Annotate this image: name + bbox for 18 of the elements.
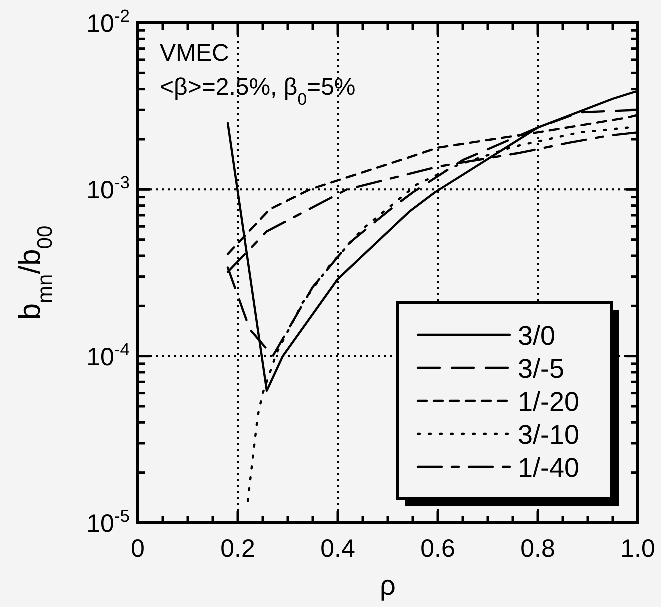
y-tick-label: 10$^{-4}$	[86, 339, 130, 372]
legend-label: 3/0	[518, 321, 556, 351]
y-tick-label: 10$^{-2}$	[86, 6, 130, 38]
legend-label: 1/-20	[518, 387, 580, 417]
legend-label: 1/-40	[518, 453, 580, 483]
y-tick-label: 10$^{-3}$	[86, 172, 130, 205]
x-axis-title: ρ	[380, 570, 396, 601]
x-tick-label: 0.2	[220, 535, 256, 563]
x-tick-label: 0.8	[520, 535, 556, 563]
x-tick-label: 0	[131, 535, 145, 563]
legend-label: 3/-10	[518, 420, 580, 450]
x-tick-label: 1.0	[620, 535, 656, 563]
x-tick-label: 0.6	[420, 535, 456, 563]
annotation: <β>=2.5%, β$_{0}$=5%	[160, 74, 356, 108]
annotation: VMEC	[160, 40, 230, 67]
x-tick-label: 0.4	[320, 535, 356, 563]
legend-label: 3/-5	[518, 354, 565, 384]
y-tick-label: 10$^{-5}$	[86, 506, 130, 538]
